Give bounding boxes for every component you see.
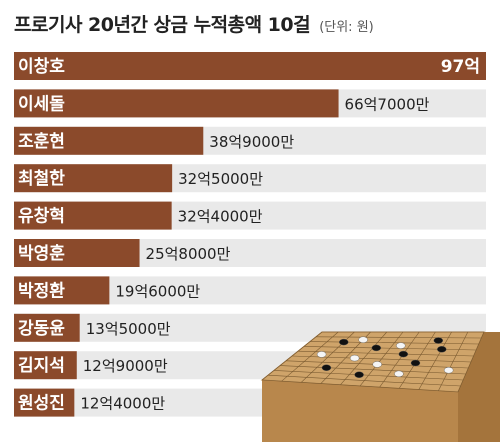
chart-title-row: 프로기사 20년간 상금 누적총액 10걸 (단위: 원) bbox=[14, 10, 494, 44]
bars bbox=[14, 52, 486, 417]
bar-value-label: 66억7000만 bbox=[345, 95, 430, 113]
chart-title: 프로기사 20년간 상금 누적총액 10걸 bbox=[14, 14, 311, 36]
bar-value-label: 12억9000만 bbox=[83, 357, 168, 375]
bar bbox=[14, 388, 75, 417]
bar bbox=[14, 89, 339, 118]
bar-category-label: 박영훈 bbox=[18, 243, 65, 264]
bar-value-label: 32억5000만 bbox=[178, 170, 263, 188]
bar bbox=[14, 276, 110, 305]
bar bbox=[14, 201, 172, 230]
bar-category-label: 이창호 bbox=[18, 57, 65, 77]
bar-category-label: 강동윤 bbox=[18, 319, 65, 339]
bar-value-label: 25억8000만 bbox=[146, 245, 231, 263]
bar-value-label: 12억4000만 bbox=[80, 395, 165, 413]
go-board-icon bbox=[260, 331, 500, 442]
bar-category-label: 원성진 bbox=[18, 394, 65, 414]
bar-value-label: 97억 bbox=[441, 57, 480, 77]
bar-category-label: 이세돌 bbox=[18, 94, 65, 114]
bar bbox=[14, 351, 77, 380]
bar bbox=[14, 164, 173, 193]
bar-category-label: 박정환 bbox=[18, 281, 65, 301]
bar bbox=[14, 52, 486, 80]
bar bbox=[14, 126, 204, 155]
bar bbox=[14, 313, 80, 342]
bar-category-label: 최철한 bbox=[18, 169, 65, 189]
bar-category-label: 조훈현 bbox=[18, 131, 65, 152]
bar-category-label: 김지석 bbox=[18, 356, 65, 376]
bar-category-label: 유창혁 bbox=[18, 206, 65, 227]
bar-value-label: 13억5000만 bbox=[86, 320, 171, 338]
bar-value-label: 32억4000만 bbox=[178, 208, 263, 226]
bar-value-label: 38억9000만 bbox=[209, 133, 294, 151]
bar-value-label: 19억6000만 bbox=[115, 282, 200, 300]
unit-label: (단위: 원) bbox=[319, 20, 374, 35]
bar bbox=[14, 239, 140, 267]
